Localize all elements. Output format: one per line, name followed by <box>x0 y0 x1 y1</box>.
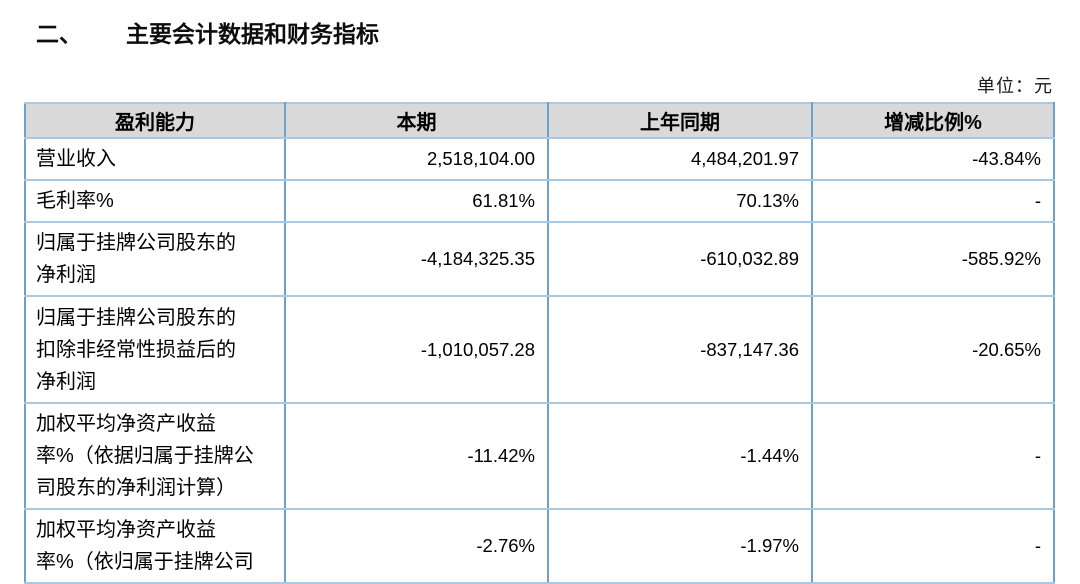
change-value-cell: -585.92% <box>811 221 1055 297</box>
header-change-ratio: 增减比例% <box>811 102 1055 139</box>
prior-value-cell: -610,032.89 <box>547 221 813 297</box>
prior-value-cell: -837,147.36 <box>547 295 813 404</box>
metric-label-cell: 加权平均净资产收益 率%（依据归属于挂牌公 司股东的净利润计算） <box>24 402 286 510</box>
change-value-cell: -43.84% <box>811 137 1055 181</box>
prior-value-cell: -1.97% <box>547 508 813 584</box>
current-value-cell: -2.76% <box>284 508 549 584</box>
table-row: 营业收入 2,518,104.00 4,484,201.97 -43.84% <box>24 137 1055 181</box>
change-value-cell: - <box>811 179 1055 223</box>
metric-label-cell: 归属于挂牌公司股东的 净利润 <box>24 221 286 297</box>
change-value-cell: - <box>811 508 1055 584</box>
current-value-cell: -11.42% <box>284 402 549 510</box>
section-number: 二、 <box>36 21 82 47</box>
table-row: 归属于挂牌公司股东的 净利润 -4,184,325.35 -610,032.89… <box>24 221 1055 297</box>
prior-value-cell: 70.13% <box>547 179 813 223</box>
change-value-cell: - <box>811 402 1055 510</box>
current-value-cell: 61.81% <box>284 179 549 223</box>
prior-value-cell: -1.44% <box>547 402 813 510</box>
current-value-cell: 2,518,104.00 <box>284 137 549 181</box>
financial-report-page: { "page": { "title_number": "二、", "title… <box>24 15 1055 584</box>
current-value-cell: -1,010,057.28 <box>284 295 549 404</box>
metric-label-cell: 营业收入 <box>24 137 286 181</box>
metric-label-cell: 加权平均净资产收益 率%（依归属于挂牌公司 <box>24 508 286 584</box>
prior-value-cell: 4,484,201.97 <box>547 137 813 181</box>
financial-indicators-table: 盈利能力 本期 上年同期 增减比例% 营业收入 2,518,104.00 4,4… <box>24 102 1055 584</box>
section-title-text: 主要会计数据和财务指标 <box>126 21 379 47</box>
current-value-cell: -4,184,325.35 <box>284 221 549 297</box>
metric-label-cell: 归属于挂牌公司股东的 扣除非经常性损益后的 净利润 <box>24 295 286 404</box>
header-current-period: 本期 <box>284 102 549 139</box>
table-row: 加权平均净资产收益 率%（依归属于挂牌公司 -2.76% -1.97% - <box>24 508 1055 584</box>
section-title: 二、 主要会计数据和财务指标 <box>36 15 379 49</box>
table-row: 归属于挂牌公司股东的 扣除非经常性损益后的 净利润 -1,010,057.28 … <box>24 295 1055 404</box>
metric-label-cell: 毛利率% <box>24 179 286 223</box>
header-metric: 盈利能力 <box>24 102 286 139</box>
change-value-cell: -20.65% <box>811 295 1055 404</box>
header-prior-period: 上年同期 <box>547 102 813 139</box>
table-row: 毛利率% 61.81% 70.13% - <box>24 179 1055 223</box>
table-row: 加权平均净资产收益 率%（依据归属于挂牌公 司股东的净利润计算） -11.42%… <box>24 402 1055 510</box>
table-header-row: 盈利能力 本期 上年同期 增减比例% <box>24 102 1055 139</box>
unit-label: 单位：元 <box>977 76 1053 96</box>
